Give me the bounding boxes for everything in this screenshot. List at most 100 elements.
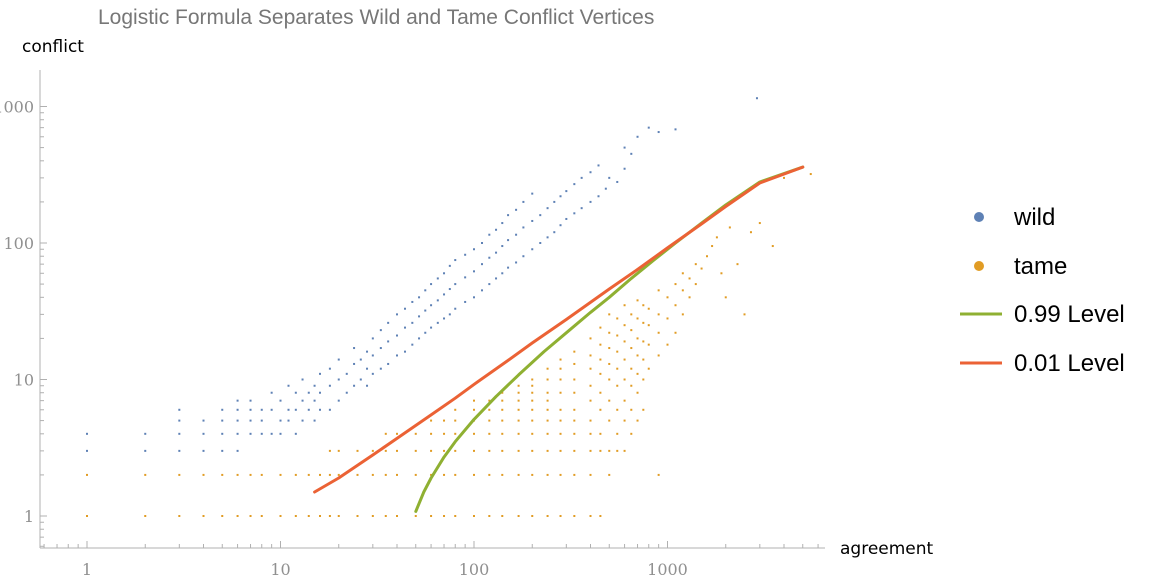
wild-point — [443, 272, 446, 275]
wild-point — [313, 399, 316, 402]
tame-point — [473, 408, 475, 411]
tame-point — [279, 473, 282, 476]
tame-point — [454, 515, 457, 517]
tame-point — [599, 449, 602, 452]
wild-point — [395, 334, 398, 337]
wild-point — [501, 245, 504, 248]
wild-point — [287, 408, 290, 411]
tame-point — [501, 432, 504, 435]
tame-point — [623, 449, 626, 452]
tame-point — [202, 473, 205, 476]
tame-point — [674, 283, 677, 286]
tame-point — [809, 173, 812, 176]
tame-point — [623, 304, 626, 307]
tame-point — [642, 358, 645, 361]
tame-point — [531, 408, 534, 411]
wild-point — [270, 432, 273, 435]
wild-point — [387, 362, 390, 365]
legend-item-099-level: 0.99 Level — [960, 301, 1125, 328]
tame-point — [636, 317, 639, 320]
wild-point — [144, 432, 147, 435]
tame-point — [674, 304, 677, 307]
wild-point — [436, 321, 439, 324]
tame-point — [488, 419, 491, 422]
tame-point — [589, 337, 592, 340]
wild-point — [359, 358, 362, 361]
wild-point — [443, 317, 446, 320]
tame-point — [236, 473, 239, 476]
tame-point — [546, 391, 549, 394]
tame-point — [749, 231, 752, 234]
wild-point — [473, 296, 475, 299]
series-wild — [86, 97, 758, 452]
wild-point — [411, 321, 414, 324]
tame-point — [608, 449, 611, 452]
tame-point — [681, 289, 684, 292]
wild-point — [436, 277, 439, 280]
tame-point — [488, 432, 491, 435]
tame-point — [443, 449, 446, 452]
tame-point — [623, 419, 626, 422]
tame-point — [546, 449, 549, 452]
wild-point — [371, 337, 374, 340]
tame-point — [221, 515, 224, 517]
tame-point — [356, 473, 359, 476]
tame-point — [488, 449, 491, 452]
tame-point — [724, 296, 727, 299]
wild-point — [565, 217, 568, 220]
tame-point — [694, 263, 697, 266]
wild-point — [86, 432, 88, 435]
wild-point — [657, 131, 660, 134]
tame-point — [236, 515, 239, 517]
tame-point — [608, 347, 611, 350]
wild-point — [345, 372, 348, 375]
tame-point — [531, 384, 534, 387]
x-tick-label: 1 — [82, 560, 92, 579]
tame-point — [517, 432, 520, 435]
wild-point — [488, 256, 491, 259]
wild-point — [604, 187, 607, 190]
tame-point — [531, 391, 534, 394]
tame-point — [488, 515, 491, 517]
wild-point — [507, 266, 510, 269]
tame-point — [430, 449, 433, 452]
tame-point — [589, 354, 592, 357]
tame-point — [517, 391, 520, 394]
wild-point — [387, 321, 390, 324]
tame-point — [616, 408, 619, 411]
wild-point — [337, 399, 340, 402]
wild-point — [531, 192, 534, 195]
tame-point — [249, 515, 252, 517]
tame-point — [616, 334, 619, 337]
wild-point — [481, 263, 484, 266]
wild-point — [270, 391, 273, 394]
wild-point — [260, 408, 263, 411]
wild-point — [623, 167, 626, 170]
tame-point — [623, 324, 626, 327]
wild-point — [608, 176, 611, 179]
tame-point — [636, 299, 639, 302]
wild-point — [345, 391, 348, 394]
tame-point — [328, 515, 331, 517]
tame-point — [517, 419, 520, 422]
x-tick-label: 10 — [270, 560, 290, 579]
tame-point — [384, 432, 387, 435]
tame-point — [178, 515, 181, 517]
wild-point — [270, 408, 273, 411]
wild-point — [647, 126, 650, 129]
tame-point — [573, 362, 576, 365]
wild-point — [260, 419, 263, 422]
tame-point — [430, 515, 433, 517]
wild-point — [443, 293, 446, 296]
tame-point — [599, 326, 602, 329]
wild-point — [313, 384, 316, 387]
wild-point — [249, 408, 252, 411]
wild-point — [424, 289, 427, 292]
tame-point — [395, 473, 398, 476]
tame-point — [636, 391, 639, 394]
wild-point — [260, 432, 263, 435]
tame-point — [337, 473, 340, 476]
tame-point — [559, 408, 562, 411]
wild-point — [287, 384, 290, 387]
wild-point — [221, 419, 224, 422]
